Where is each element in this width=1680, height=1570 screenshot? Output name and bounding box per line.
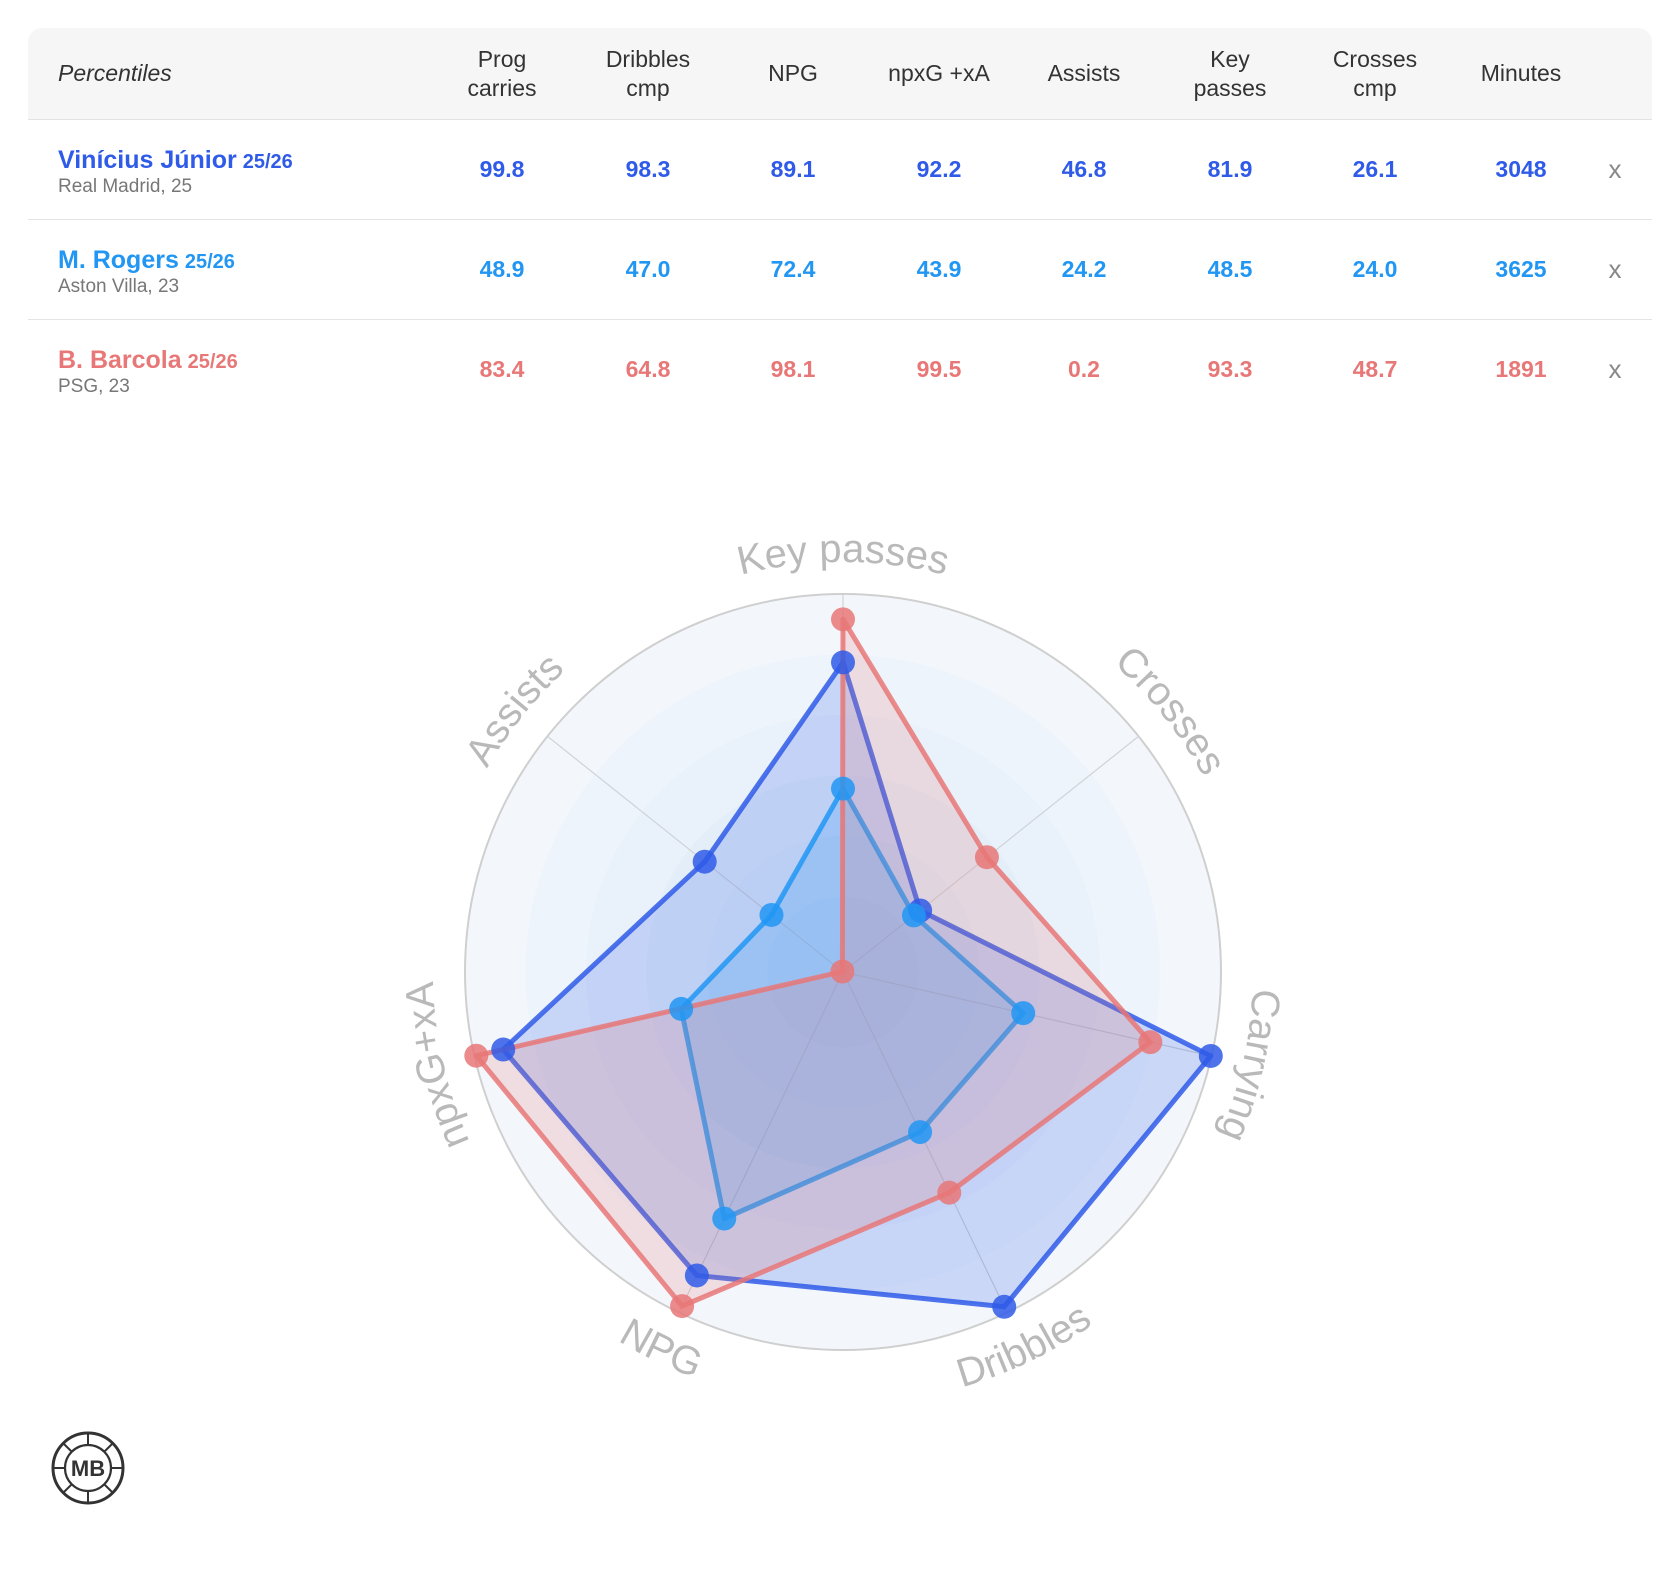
stat-cell: 89.1 bbox=[770, 156, 816, 182]
axis-label-text: Carrying bbox=[1211, 988, 1288, 1148]
radar-spoke bbox=[678, 971, 844, 1313]
stat-cell: 99.8 bbox=[479, 156, 525, 182]
radar-point bbox=[712, 1206, 737, 1231]
radar-point bbox=[1138, 1030, 1163, 1055]
player-team: PSG, 23 bbox=[58, 376, 130, 397]
axis-label-text: NPG bbox=[613, 1310, 709, 1386]
percentiles-label: Percentiles bbox=[58, 60, 172, 86]
table-header: Percentiles Prog carries Dribbles cmp NPG n… bbox=[28, 28, 1652, 120]
mb-logo-icon: MB bbox=[51, 1431, 125, 1505]
stat-cell: 48.5 bbox=[1207, 256, 1253, 282]
radar-point bbox=[464, 1043, 489, 1068]
column-header[interactable]: Key passes bbox=[1193, 45, 1267, 101]
radar-point bbox=[974, 845, 999, 870]
mb-logo: MB bbox=[50, 1430, 126, 1511]
stat-cell: 48.9 bbox=[479, 256, 525, 282]
player-row: M. Rogers 25/26 Aston Villa, 23 48.9 47.0 72.… bbox=[28, 220, 1652, 320]
stat-cell: 3625 bbox=[1495, 256, 1547, 282]
stat-cell: 24.2 bbox=[1061, 256, 1107, 282]
axis-label: Key passes bbox=[733, 527, 953, 584]
column-header[interactable]: npxG +xA bbox=[888, 60, 990, 86]
player-name[interactable]: Vinícius Júnior 25/26 bbox=[58, 146, 293, 175]
stat-cell: 47.0 bbox=[625, 256, 671, 282]
radar-series-area bbox=[500, 659, 1214, 1310]
column-header[interactable]: Minutes bbox=[1480, 60, 1562, 86]
player-name-text: B. Barcola bbox=[58, 346, 182, 374]
stat-cell: 24.0 bbox=[1352, 256, 1398, 282]
radar-point bbox=[992, 1294, 1017, 1319]
stat-cell: 99.5 bbox=[916, 356, 962, 382]
column-header[interactable]: Assists bbox=[1047, 60, 1121, 86]
stat-cell: 1891 bbox=[1495, 356, 1547, 382]
column-header[interactable]: Crosses cmp bbox=[1332, 45, 1418, 101]
player-row: B. Barcola 25/26 PSG, 23 83.4 64.8 98.1 99.5 0.… bbox=[28, 320, 1652, 419]
stat-cell: 0.2 bbox=[1068, 356, 1100, 382]
radar-point bbox=[908, 1120, 933, 1145]
player-season: 25/26 bbox=[184, 251, 235, 273]
player-team: Aston Villa, 23 bbox=[58, 276, 180, 297]
radar-point bbox=[692, 849, 717, 874]
radar-point bbox=[901, 903, 926, 928]
radar-point bbox=[830, 959, 855, 984]
player-season: 25/26 bbox=[242, 151, 293, 173]
column-header[interactable]: NPG bbox=[768, 60, 818, 86]
player-season: 25/26 bbox=[187, 351, 238, 373]
radar-point bbox=[759, 902, 784, 927]
axis-label: NPG bbox=[613, 1310, 709, 1386]
radar-point bbox=[669, 996, 694, 1021]
column-header[interactable]: Dribbles cmp bbox=[605, 45, 691, 101]
stat-cell: 48.7 bbox=[1352, 356, 1398, 382]
percentiles-table: Percentiles Prog carries Dribbles cmp NPG n… bbox=[28, 28, 1652, 419]
stat-cell: 98.3 bbox=[625, 156, 671, 182]
radar-point bbox=[831, 650, 855, 675]
stat-cell: 93.3 bbox=[1207, 356, 1253, 382]
stat-cell: 46.8 bbox=[1061, 156, 1107, 182]
axis-label-text: Key passes bbox=[733, 527, 953, 584]
stat-cell: 72.4 bbox=[770, 256, 816, 282]
player-team: Real Madrid, 25 bbox=[58, 176, 193, 197]
remove-player-button[interactable]: x bbox=[1608, 354, 1622, 384]
player-name[interactable]: B. Barcola 25/26 bbox=[58, 346, 238, 375]
radar-series-area bbox=[473, 616, 1153, 1309]
logo-text: MB bbox=[71, 1456, 105, 1481]
stat-cell: 81.9 bbox=[1207, 156, 1253, 182]
radar-chart: Key passesCrossesCarryingDribblesNPGnpxG… bbox=[398, 527, 1288, 1396]
stat-cell: 43.9 bbox=[916, 256, 962, 282]
player-name[interactable]: M. Rogers 25/26 bbox=[58, 246, 235, 275]
stat-cell: 3048 bbox=[1495, 156, 1547, 182]
radar-point bbox=[831, 776, 855, 801]
stat-cell: 92.2 bbox=[916, 156, 962, 182]
radar-point bbox=[491, 1037, 516, 1062]
column-header[interactable]: Prog carries bbox=[467, 45, 537, 101]
stat-cell: 83.4 bbox=[479, 356, 525, 382]
radar-point bbox=[1011, 1001, 1036, 1026]
remove-player-button[interactable]: x bbox=[1608, 154, 1622, 184]
player-row: Vinícius Júnior 25/26 Real Madrid, 25 99.8 9… bbox=[28, 120, 1652, 220]
stat-cell: 26.1 bbox=[1352, 156, 1398, 182]
radar-point bbox=[1198, 1043, 1223, 1068]
radar-point bbox=[670, 1294, 695, 1319]
player-name-text: M. Rogers bbox=[58, 246, 179, 274]
radar-point bbox=[684, 1263, 709, 1288]
radar-point bbox=[831, 607, 855, 632]
stat-cell: 64.8 bbox=[625, 356, 671, 382]
radar-series-area bbox=[678, 786, 1026, 1222]
radar-point bbox=[937, 1180, 962, 1205]
player-name-text: Vinícius Júnior bbox=[58, 146, 237, 174]
axis-label: Carrying bbox=[1211, 988, 1288, 1148]
radar-spoke bbox=[547, 735, 844, 973]
remove-player-button[interactable]: x bbox=[1608, 254, 1622, 284]
stat-cell: 98.1 bbox=[770, 356, 816, 382]
